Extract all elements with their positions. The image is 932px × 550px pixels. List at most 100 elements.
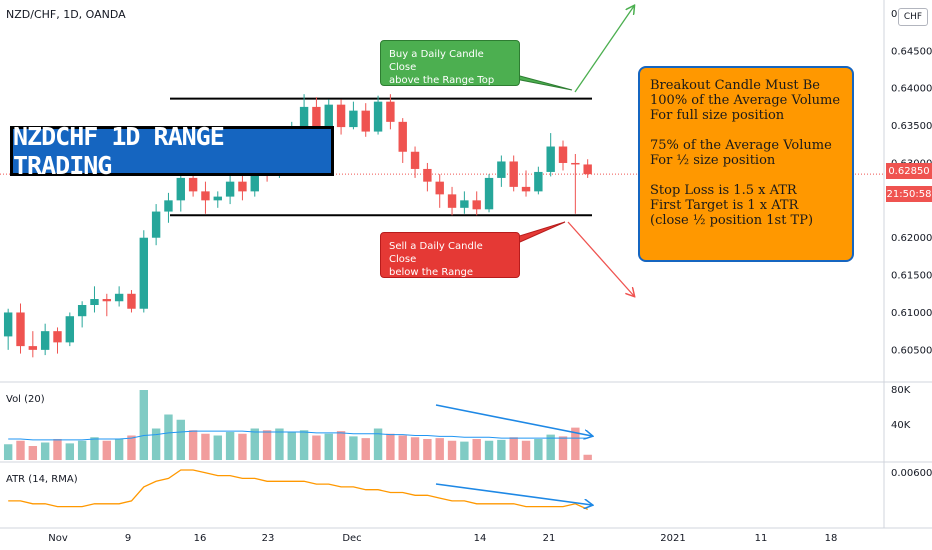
info-line-6: Stop Loss is 1.5 x ATR xyxy=(650,183,797,198)
candle-body xyxy=(114,293,124,302)
candle-body xyxy=(558,146,568,163)
atr-tick-label: 0.00600 xyxy=(891,468,932,479)
info-line-2: 100% of the Average Volume xyxy=(650,93,841,108)
candle-body xyxy=(361,110,370,132)
volume-bar xyxy=(114,439,124,460)
time-tick-label: Dec xyxy=(342,533,361,544)
volume-bar xyxy=(102,440,112,460)
candle-body xyxy=(127,293,136,309)
candle-body xyxy=(188,177,198,192)
volume-bar xyxy=(534,439,543,460)
candle-body xyxy=(176,177,185,201)
candle-body xyxy=(102,299,112,302)
range-lines xyxy=(170,97,592,217)
candle-body xyxy=(65,316,75,343)
atr-series-line xyxy=(8,469,588,510)
info-line-7: First Target is 1 x ATR xyxy=(650,198,799,213)
sell-callout-line-2: below the Range Bottom xyxy=(389,267,474,291)
volume-bar xyxy=(127,435,136,460)
candle-body xyxy=(201,191,210,201)
volume-bar xyxy=(213,435,222,460)
candle-body xyxy=(410,151,420,169)
info-line-3: For full size position xyxy=(650,108,785,123)
candle-body xyxy=(398,121,407,152)
volume-bar xyxy=(398,435,407,460)
volume-bar xyxy=(349,436,358,460)
volume-bar xyxy=(546,434,555,460)
volume-bar xyxy=(90,437,99,460)
time-tick-label: 9 xyxy=(125,533,131,544)
volume-bar xyxy=(497,439,506,460)
atr-pane-label: ATR (14, RMA) xyxy=(6,474,78,485)
candle-body xyxy=(28,346,38,350)
candle-body xyxy=(90,299,99,306)
symbol-label: NZD/CHF, 1D, OANDA xyxy=(6,8,126,21)
info-line-1: Breakout Candle Must Be xyxy=(650,78,820,93)
candle-body xyxy=(484,177,494,210)
volume-bar xyxy=(250,428,259,460)
volume-bar xyxy=(336,431,346,460)
volume-bar xyxy=(472,439,481,460)
time-tick-label: 21 xyxy=(543,533,556,544)
candle-body xyxy=(521,186,531,192)
volume-bar xyxy=(164,414,173,460)
current-price-tag: 0.62850 xyxy=(886,163,932,179)
buy-callout-line-2: above the Range Top xyxy=(389,75,495,86)
volume-bar xyxy=(3,444,13,460)
volume-bar xyxy=(287,432,296,460)
currency-badge[interactable]: CHF xyxy=(898,8,928,26)
volume-tick-label: 40K xyxy=(891,420,911,431)
bullish-breakout-arrow xyxy=(574,6,634,93)
candle-body xyxy=(497,161,506,178)
time-tick-label: 2021 xyxy=(660,533,685,544)
volume-bar xyxy=(262,430,272,460)
price-tick-label: 0.64500 xyxy=(891,46,932,57)
candle-body xyxy=(139,237,148,309)
volume-bar xyxy=(435,438,444,460)
sell-callout: Sell a Daily Candle Close below the Rang… xyxy=(380,232,520,291)
volume-bar xyxy=(312,435,321,460)
time-tick-label: 11 xyxy=(755,533,768,544)
volume-bar xyxy=(299,430,309,460)
candle-body xyxy=(250,162,259,192)
volume-bars xyxy=(3,390,592,460)
volume-bar xyxy=(275,428,284,460)
price-tick-label: 0.63500 xyxy=(891,121,932,132)
volume-bar xyxy=(521,440,531,460)
sell-callout-line-1: Sell a Daily Candle Close xyxy=(389,241,483,265)
price-tick-label: 0.61000 xyxy=(891,308,932,319)
info-line-8: (close ½ position 1st TP) xyxy=(650,213,814,228)
atr-line xyxy=(8,469,588,510)
buy-callout: Buy a Daily Candle Close above the Range… xyxy=(380,40,520,86)
volume-bar xyxy=(65,443,75,460)
candle-body xyxy=(509,161,518,187)
atr-decline-arrow xyxy=(435,483,592,505)
info-line-4: 75% of the Average Volume xyxy=(650,138,832,153)
price-tick-label-top: 0 xyxy=(891,9,897,20)
bar-countdown-tag: 21:50:58 xyxy=(886,186,932,202)
time-tick-label: 23 xyxy=(262,533,275,544)
volume-bar xyxy=(188,430,198,460)
candle-body xyxy=(225,181,235,197)
info-line-5: For ½ size position xyxy=(650,153,776,168)
volume-decline-arrow xyxy=(435,404,592,436)
volume-bar xyxy=(225,432,235,460)
candle-body xyxy=(571,162,580,165)
candle-body xyxy=(472,200,481,210)
volume-bar xyxy=(484,440,494,460)
volume-bar xyxy=(324,433,333,460)
chart-title-box: NZDCHF 1D RANGE TRADING xyxy=(10,122,334,180)
candle-body xyxy=(386,101,395,122)
time-tick-label: 14 xyxy=(474,533,487,544)
volume-bar xyxy=(583,454,592,460)
axes: 0.645000.640000.635000.630000.620000.615… xyxy=(48,9,932,544)
volume-bar xyxy=(423,439,432,460)
candle-body xyxy=(546,146,555,172)
volume-bar xyxy=(410,437,420,460)
candle-body xyxy=(40,331,50,350)
volume-bar xyxy=(53,439,62,460)
candle-body xyxy=(435,181,444,195)
candle-body xyxy=(336,104,346,128)
volume-bar xyxy=(201,433,210,460)
